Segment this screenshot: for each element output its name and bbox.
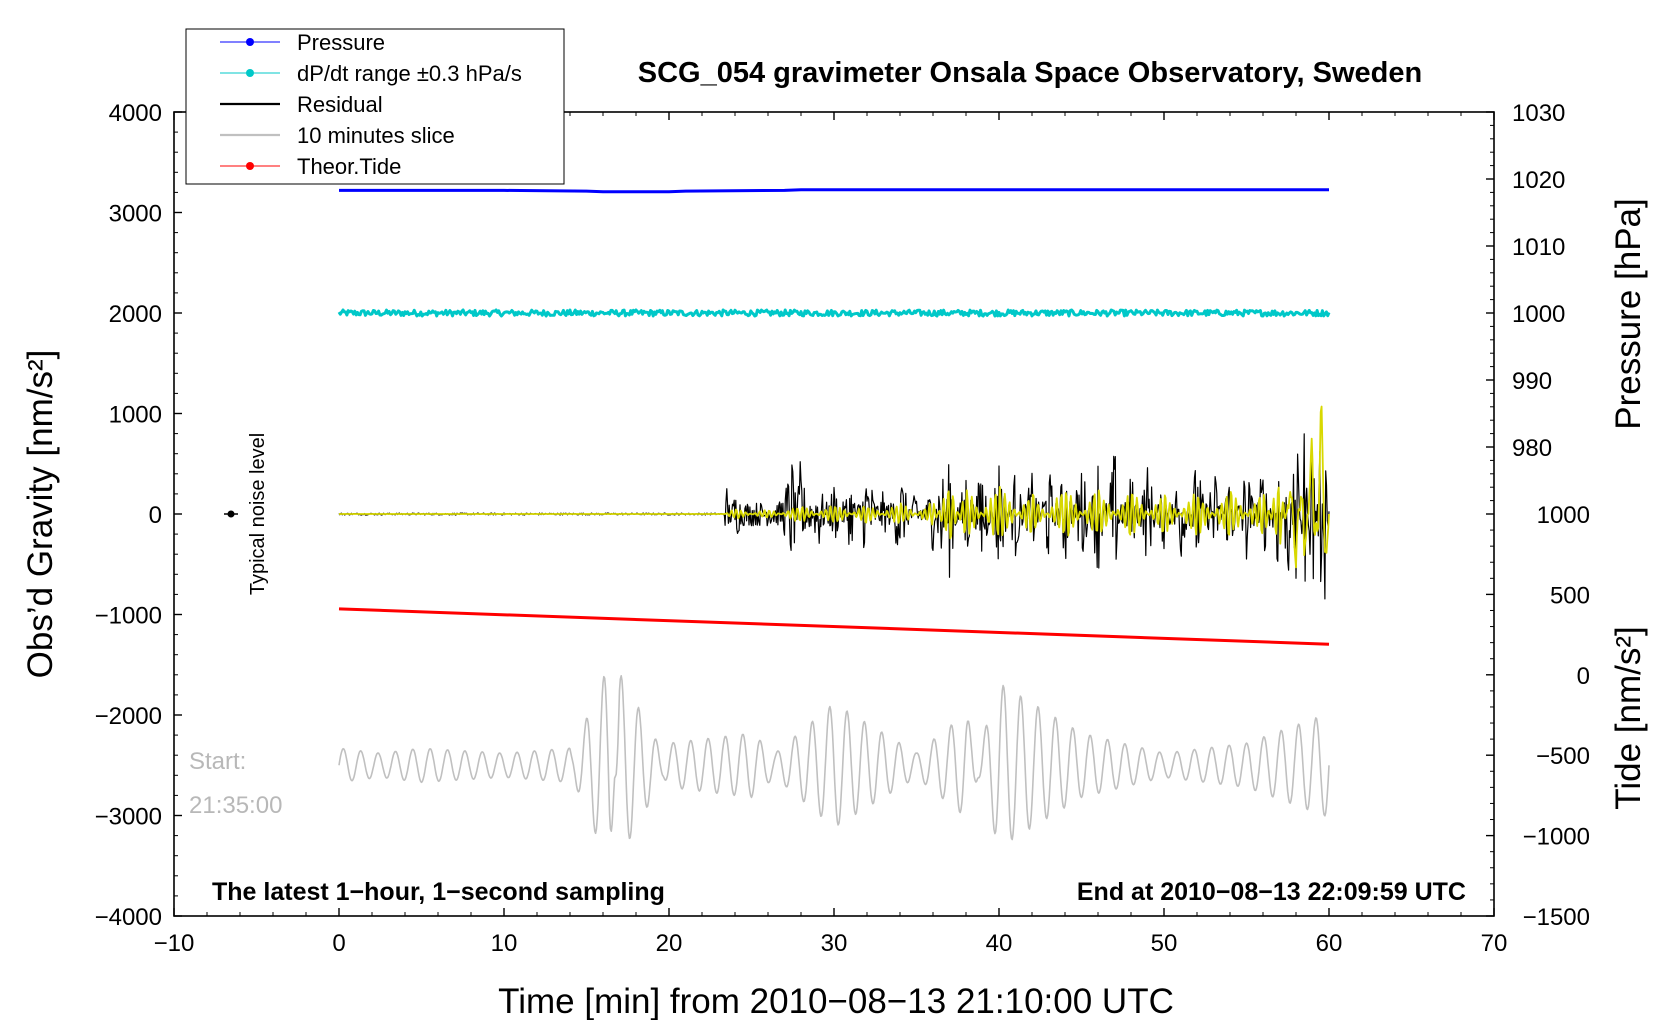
noise-level-label: Typical noise level xyxy=(247,433,269,595)
pressure-tick-label: 980 xyxy=(1512,435,1552,462)
filtered-line xyxy=(338,405,1330,569)
y-tick-label: −4000 xyxy=(95,904,162,931)
x-tick-label: 20 xyxy=(656,930,683,957)
y-axis-label-left: Obs’d Gravity [nm/s²] xyxy=(21,350,60,679)
y-tick-label: −1000 xyxy=(95,603,162,630)
legend-marker xyxy=(246,38,254,46)
x-tick-label: 50 xyxy=(1151,930,1178,957)
legend-label: Pressure xyxy=(297,30,385,55)
tide-tick-label: −500 xyxy=(1536,743,1590,770)
x-tick-label: 70 xyxy=(1481,930,1508,957)
tide-line xyxy=(338,607,1330,646)
y-tick-label: 2000 xyxy=(109,301,162,328)
start-time: 21:35:00 xyxy=(189,792,282,819)
legend-label: Theor.Tide xyxy=(297,154,401,179)
noise-level-marker xyxy=(224,510,238,518)
tide-tick-label: −1500 xyxy=(1523,904,1590,931)
y-tick-label: 1000 xyxy=(109,402,162,429)
start-label: Start: xyxy=(189,748,246,775)
legend-marker xyxy=(246,162,254,170)
legend-marker xyxy=(246,69,254,77)
y-tick-label: −3000 xyxy=(95,804,162,831)
tide-tick-label: 0 xyxy=(1577,663,1590,690)
y-tick-label: 3000 xyxy=(109,201,162,228)
residual-line xyxy=(338,433,1330,600)
tide-tick-label: 1000 xyxy=(1537,502,1590,529)
x-tick-label: 10 xyxy=(491,930,518,957)
tide-tick-label: −1000 xyxy=(1523,824,1590,851)
chart-title: SCG_054 gravimeter Onsala Space Observat… xyxy=(638,57,1422,89)
y-axis-label-tide: Tide [nm/s²] xyxy=(1609,626,1648,809)
x-tick-label: 60 xyxy=(1316,930,1343,957)
pressure-tick-label: 1000 xyxy=(1512,301,1565,328)
y-tick-label: 4000 xyxy=(109,100,162,127)
x-tick-label: −10 xyxy=(154,930,195,957)
legend-label: dP/dt range ±0.3 hPa/s xyxy=(297,61,522,86)
slice-line xyxy=(338,675,1330,841)
x-axis-label: Time [min] from 2010−08−13 21:10:00 UTC xyxy=(498,982,1174,1020)
y-axis-label-pressure: Pressure [hPa] xyxy=(1609,198,1648,430)
y-tick-label: 0 xyxy=(149,502,162,529)
pressure-tick-label: 1020 xyxy=(1512,167,1565,194)
tide-tick-label: 500 xyxy=(1550,582,1590,609)
legend-label: Residual xyxy=(297,92,383,117)
pressure-line xyxy=(339,188,1329,194)
legend-box xyxy=(185,28,565,185)
y-tick-label: −2000 xyxy=(95,703,162,730)
x-tick-label: 40 xyxy=(986,930,1013,957)
pressure-tick-label: 990 xyxy=(1512,368,1552,395)
dpdt-line xyxy=(337,308,1331,318)
axis-ticks: −10 0 10 20 30 40 50 60 70−4000−3000−2000−100001… xyxy=(95,100,1590,957)
pressure-tick-label: 1030 xyxy=(1512,100,1565,127)
legend-label: 10 minutes slice xyxy=(297,123,455,148)
end-time-note: End at 2010−08−13 22:09:59 UTC xyxy=(1077,878,1466,906)
x-tick-label: 0 xyxy=(332,930,345,957)
sampling-note: The latest 1−hour, 1−second sampling xyxy=(212,878,665,906)
pressure-tick-label: 1010 xyxy=(1512,234,1565,261)
x-tick-label: 30 xyxy=(821,930,848,957)
legend: Pressure dP/dt range ±0.3 hPa/s Residual 10… xyxy=(185,28,565,185)
traces xyxy=(337,188,1331,841)
